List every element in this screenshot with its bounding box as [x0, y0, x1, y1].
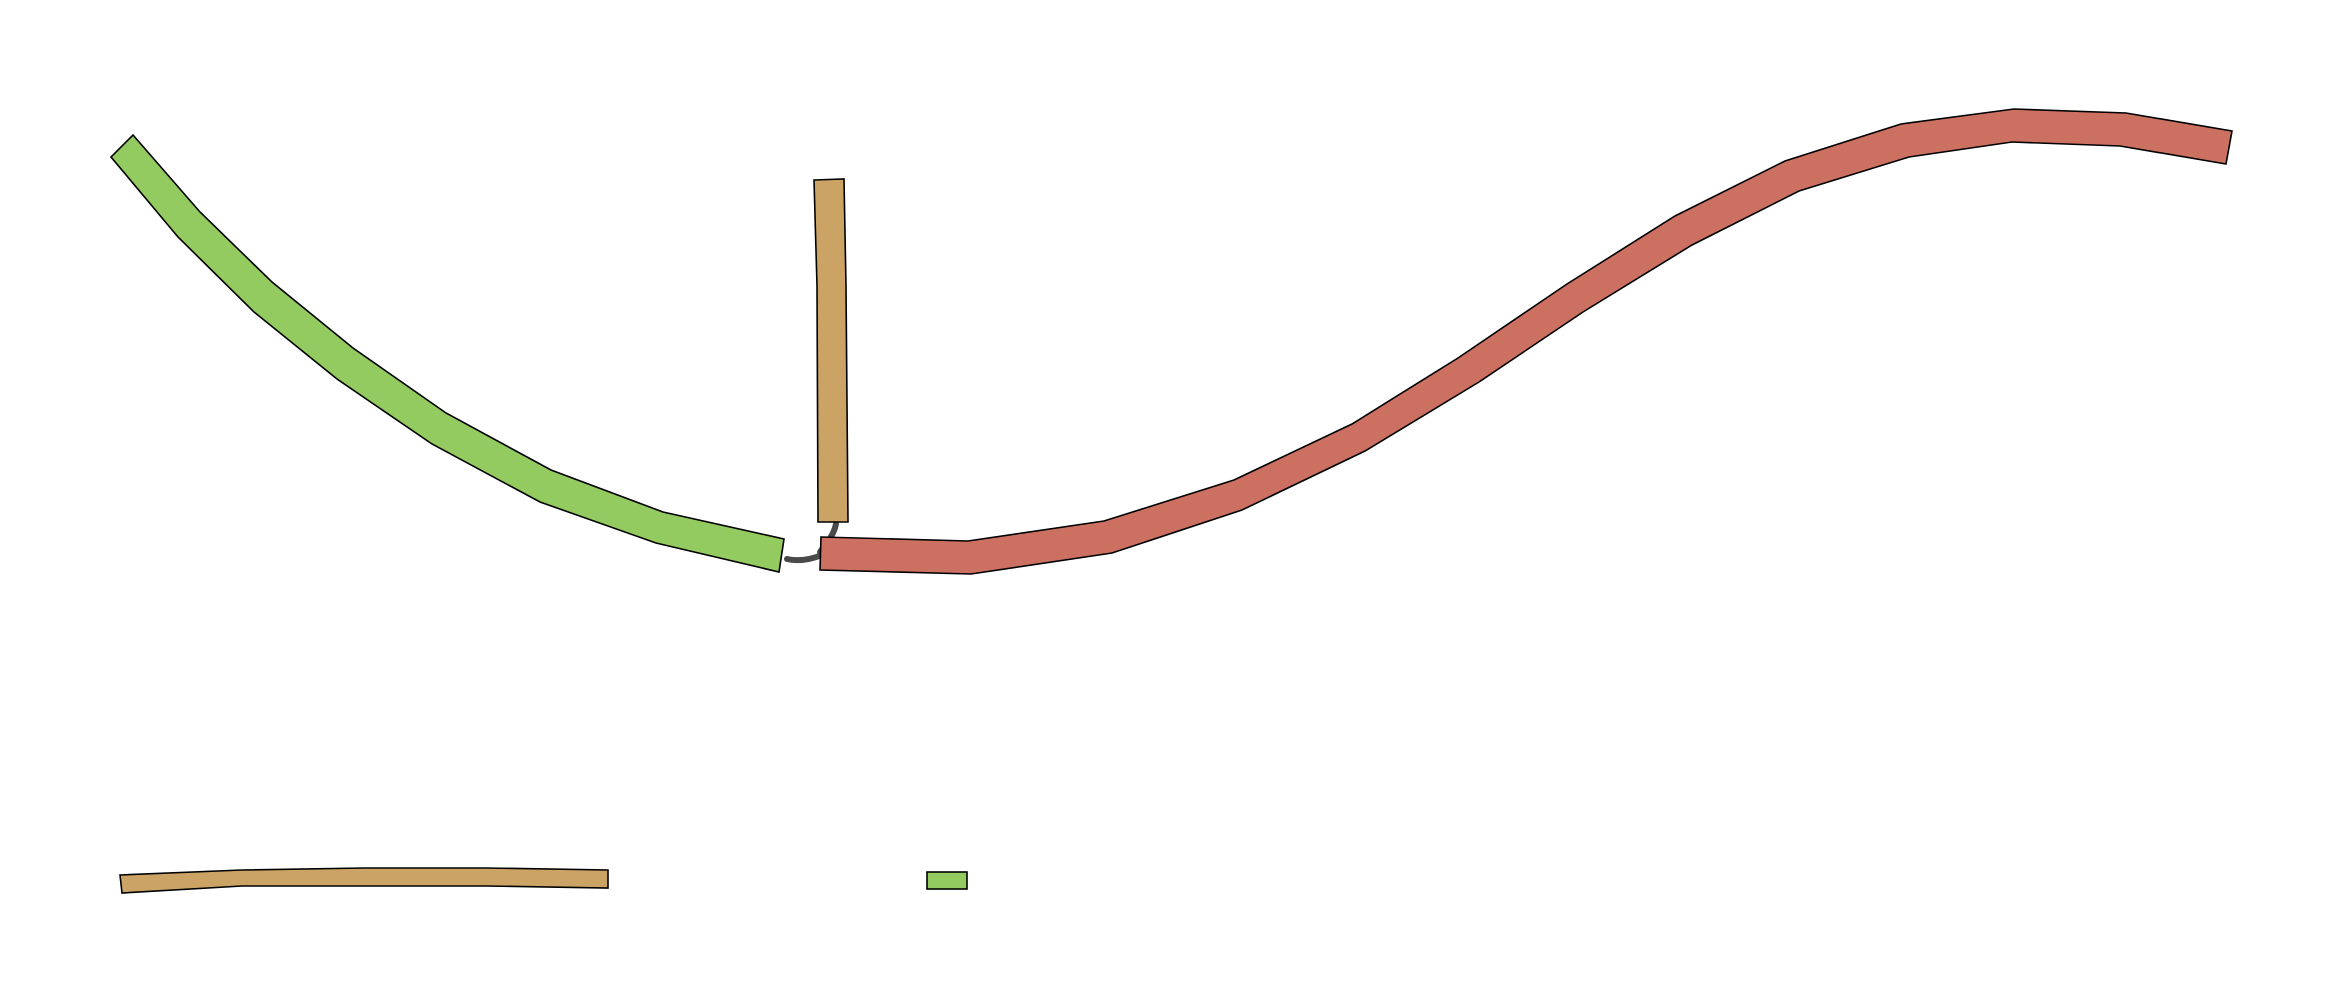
- small-tan-node[interactable]: [119, 867, 609, 894]
- red-node[interactable]: [819, 108, 2233, 575]
- red-node-shape[interactable]: [819, 108, 2233, 575]
- green-node-shape[interactable]: [109, 133, 785, 573]
- green-node[interactable]: [109, 133, 785, 573]
- tan-node[interactable]: [813, 178, 849, 523]
- tan-node-shape[interactable]: [813, 178, 849, 523]
- small-tan-node-shape[interactable]: [119, 867, 609, 894]
- link-green-to-red[interactable]: [784, 552, 825, 564]
- small-green-node[interactable]: [926, 871, 968, 890]
- small-green-node-shape[interactable]: [926, 871, 968, 890]
